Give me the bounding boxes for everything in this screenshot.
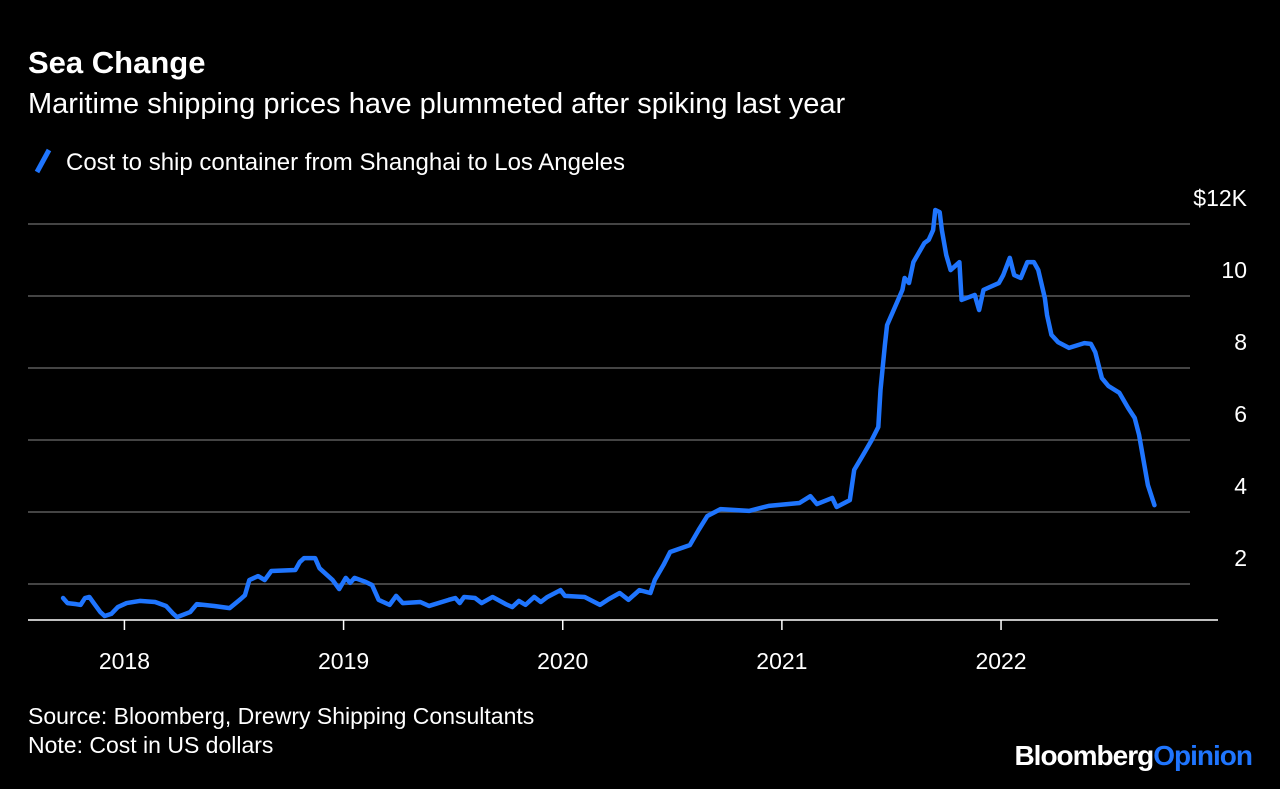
legend-label: Cost to ship container from Shanghai to … [66,149,625,176]
x-tick-label: 2021 [756,648,807,674]
chart-subtitle: Maritime shipping prices have plummeted … [28,88,846,120]
x-tick-label: 2020 [537,648,588,674]
note: Note: Cost in US dollars [28,732,273,758]
data-line [60,207,1157,620]
legend-swatch [34,148,52,174]
x-tick-label: 2018 [99,648,150,674]
y-tick-label: 10 [1221,257,1247,283]
y-tick-label: 4 [1234,473,1247,499]
y-tick-label: $12K [1193,185,1247,211]
y-tick-label: 8 [1234,329,1247,355]
brand-suffix: Opinion [1153,740,1252,771]
y-tick-label: 6 [1234,401,1247,427]
chart-title: Sea Change [28,45,205,80]
source: Source: Bloomberg, Drewry Shipping Consu… [28,703,534,729]
y-tick-label: 2 [1234,545,1247,571]
x-tick-label: 2019 [318,648,369,674]
x-tick-label: 2022 [975,648,1026,674]
brand-logo: BloombergOpinion [1014,740,1252,771]
brand: Bloomberg [1014,740,1153,771]
